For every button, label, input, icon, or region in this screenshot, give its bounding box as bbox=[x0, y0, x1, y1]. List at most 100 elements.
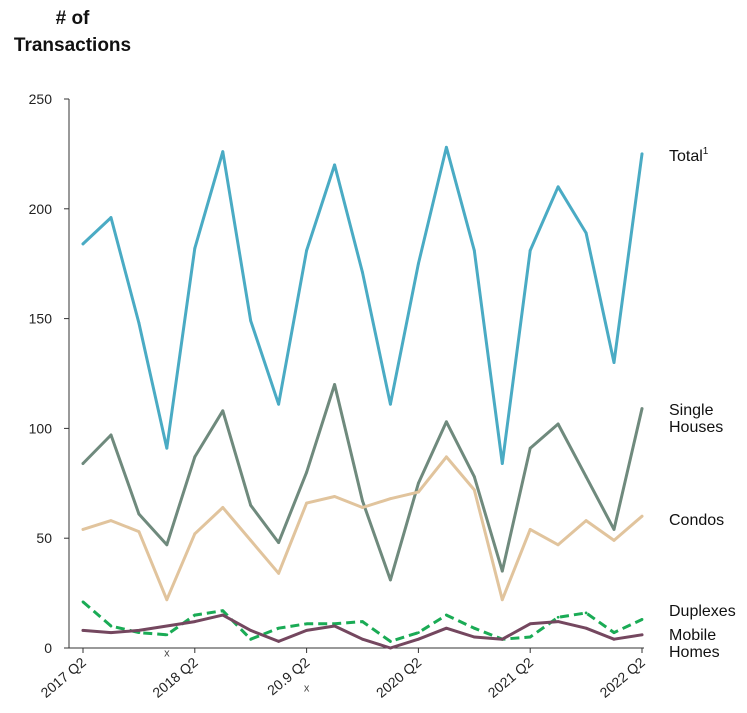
x-tick-label: 2018 Q2 bbox=[149, 654, 201, 701]
data-point bbox=[500, 569, 504, 573]
data-point bbox=[444, 420, 448, 424]
series-label-single-houses: Houses bbox=[669, 419, 723, 436]
data-point bbox=[584, 626, 588, 630]
y-tick-label: 50 bbox=[36, 530, 52, 546]
data-point bbox=[640, 618, 644, 621]
y-tick-label: 200 bbox=[29, 201, 53, 217]
data-point bbox=[305, 501, 308, 505]
x-tick-label: 2020 Q2 bbox=[373, 654, 425, 701]
data-point bbox=[221, 506, 225, 509]
data-point bbox=[333, 624, 336, 628]
data-point bbox=[81, 462, 85, 465]
data-point bbox=[305, 470, 308, 474]
data-point bbox=[389, 402, 392, 406]
data-point bbox=[249, 503, 253, 507]
data-point bbox=[472, 626, 476, 630]
data-point bbox=[612, 637, 616, 641]
data-point bbox=[277, 626, 281, 630]
data-point bbox=[584, 519, 588, 523]
data-point bbox=[249, 629, 253, 632]
data-point bbox=[584, 611, 588, 615]
series-label-condos: Condos bbox=[669, 512, 724, 529]
data-point bbox=[81, 600, 85, 604]
data-point bbox=[472, 635, 476, 639]
data-point bbox=[193, 613, 197, 617]
data-point bbox=[109, 631, 113, 635]
data-point bbox=[305, 249, 308, 252]
series-lines bbox=[81, 145, 644, 650]
data-point bbox=[305, 629, 308, 632]
data-point bbox=[640, 152, 644, 156]
data-point bbox=[221, 150, 225, 154]
data-point bbox=[500, 462, 504, 465]
data-point bbox=[193, 532, 197, 536]
y-tick-label: 100 bbox=[29, 420, 53, 436]
data-point bbox=[612, 361, 616, 364]
data-point bbox=[640, 633, 644, 637]
x-marker: x bbox=[304, 683, 310, 695]
data-point bbox=[556, 185, 560, 189]
data-point bbox=[361, 499, 364, 503]
data-point bbox=[333, 495, 336, 498]
data-point bbox=[333, 622, 336, 626]
series-label-total: Total1 bbox=[669, 146, 709, 165]
data-point bbox=[109, 624, 113, 628]
data-point bbox=[417, 481, 420, 485]
data-point bbox=[389, 640, 392, 643]
data-point bbox=[361, 637, 364, 641]
data-point bbox=[556, 615, 560, 619]
data-point bbox=[444, 145, 448, 149]
data-point bbox=[612, 528, 616, 531]
data-point bbox=[221, 409, 225, 413]
data-point bbox=[528, 635, 532, 639]
data-point bbox=[277, 541, 281, 544]
data-point bbox=[417, 637, 420, 641]
data-point bbox=[165, 633, 169, 637]
data-point bbox=[640, 407, 644, 411]
data-point bbox=[556, 543, 560, 547]
data-point bbox=[81, 528, 85, 531]
data-point bbox=[528, 249, 532, 252]
data-point bbox=[109, 433, 113, 437]
data-point bbox=[472, 488, 476, 492]
data-point bbox=[277, 571, 281, 575]
data-point bbox=[389, 578, 392, 582]
data-point bbox=[640, 514, 644, 518]
data-point bbox=[249, 319, 253, 323]
series-label-duplexes: Duplexes bbox=[669, 603, 736, 620]
data-point bbox=[137, 629, 141, 632]
data-point bbox=[444, 455, 448, 459]
data-point bbox=[612, 631, 616, 635]
data-point bbox=[417, 490, 420, 494]
data-point bbox=[165, 446, 169, 450]
y-axis-title: # of Transactions bbox=[0, 5, 145, 59]
data-point bbox=[612, 538, 616, 542]
data-point bbox=[472, 249, 476, 252]
series-line-single-houses bbox=[81, 383, 644, 582]
y-tick-label: 0 bbox=[44, 640, 52, 656]
data-point bbox=[472, 475, 476, 479]
data-point bbox=[528, 528, 532, 531]
footnote-marker: 1 bbox=[703, 146, 709, 157]
data-point bbox=[137, 321, 141, 325]
data-point bbox=[417, 262, 420, 266]
data-point bbox=[444, 626, 448, 630]
data-point bbox=[109, 216, 113, 219]
series-line-mobile-homes bbox=[81, 613, 644, 650]
data-point bbox=[389, 497, 392, 501]
data-point bbox=[221, 609, 225, 613]
data-point bbox=[444, 613, 448, 617]
data-point bbox=[249, 538, 253, 542]
data-point bbox=[81, 629, 85, 632]
data-point bbox=[528, 446, 532, 450]
data-point bbox=[333, 163, 336, 167]
series-line-total bbox=[81, 145, 644, 465]
data-point bbox=[584, 475, 588, 479]
data-point bbox=[361, 620, 364, 624]
data-point bbox=[417, 631, 420, 635]
series-label-mobile-homes: Mobile bbox=[669, 627, 716, 644]
y-tick-label: 250 bbox=[29, 91, 53, 107]
annotations: xx bbox=[164, 647, 310, 694]
data-point bbox=[556, 422, 560, 426]
